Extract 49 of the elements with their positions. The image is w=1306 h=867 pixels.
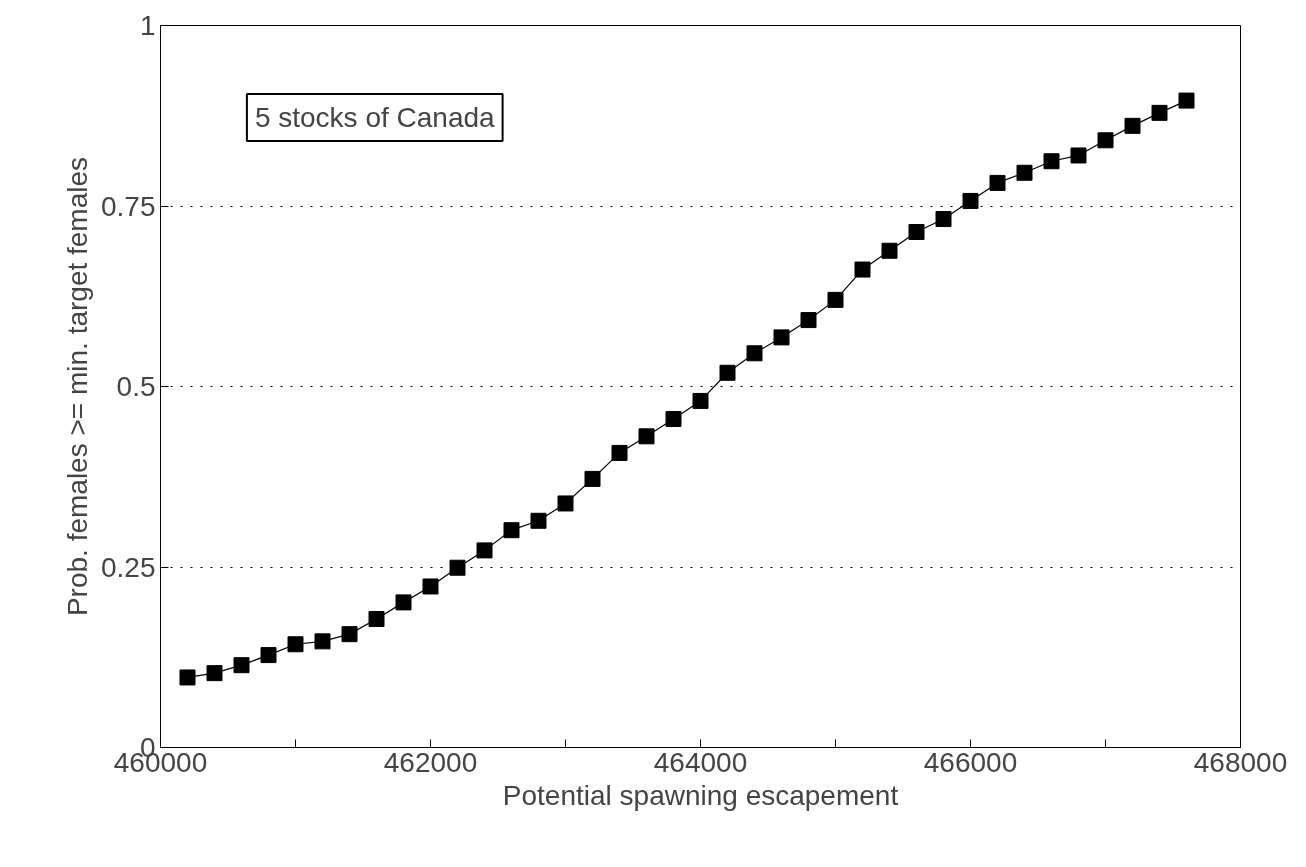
y-tick-label: 0.25 xyxy=(101,551,156,583)
point xyxy=(503,522,520,539)
point xyxy=(638,428,655,445)
annotation: 5 stocks of Canada xyxy=(254,102,496,134)
y-tick-label: 0.5 xyxy=(116,371,156,402)
point xyxy=(773,329,790,346)
point xyxy=(287,636,304,653)
point xyxy=(611,444,628,461)
x-tick-label: 464000 xyxy=(653,746,748,778)
point xyxy=(557,495,574,512)
point xyxy=(206,665,223,682)
point xyxy=(962,192,979,209)
point xyxy=(584,470,601,487)
point xyxy=(1070,147,1087,164)
x-tick-label: 468000 xyxy=(1193,746,1288,778)
y-tick-label: 1 xyxy=(139,10,156,41)
x-axis-title: Potential spawning escapement xyxy=(502,779,899,811)
point xyxy=(908,223,925,240)
point xyxy=(449,559,466,576)
point xyxy=(422,578,439,595)
point xyxy=(881,242,898,259)
point xyxy=(1151,104,1168,121)
point xyxy=(179,669,196,686)
point xyxy=(341,626,358,643)
point xyxy=(827,291,844,308)
x-tick-label: 466000 xyxy=(923,746,1018,778)
point xyxy=(1124,117,1141,134)
point xyxy=(746,345,763,362)
point xyxy=(692,392,709,409)
point xyxy=(1016,164,1033,181)
point xyxy=(233,657,250,674)
point xyxy=(476,542,493,559)
point xyxy=(395,594,412,611)
point xyxy=(1043,153,1060,170)
point xyxy=(368,610,385,627)
y-tick-label: 0.75 xyxy=(101,190,156,222)
point xyxy=(719,364,736,381)
x-tick-label: 462000 xyxy=(383,746,478,778)
point xyxy=(1097,132,1114,149)
point xyxy=(935,211,952,227)
point xyxy=(260,647,277,664)
point xyxy=(800,312,817,329)
point xyxy=(530,512,547,529)
point xyxy=(314,633,331,650)
point xyxy=(854,261,871,278)
point xyxy=(1178,92,1195,109)
y-axis-title: Prob. females >= min. target females xyxy=(62,156,93,617)
point xyxy=(665,410,682,427)
point xyxy=(989,174,1006,191)
